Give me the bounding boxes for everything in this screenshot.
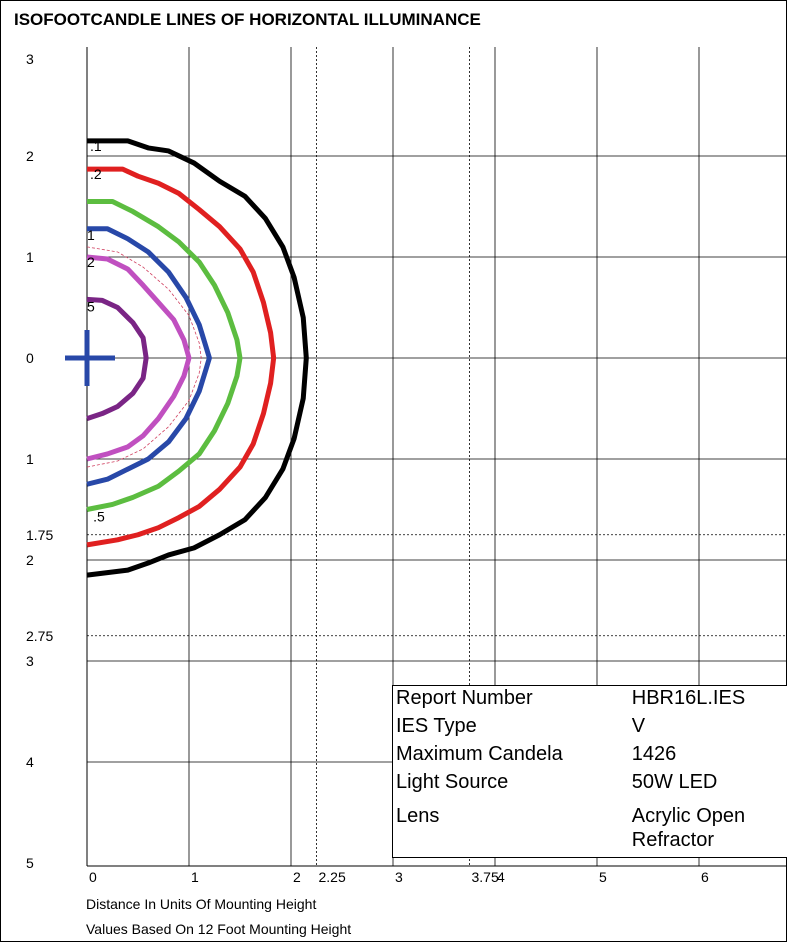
x-tick-label: 1 bbox=[191, 869, 199, 885]
info-row: Light Source 50W LED bbox=[393, 770, 787, 798]
contour-label: 5 bbox=[87, 299, 95, 315]
info-value: HBR16L.IES bbox=[631, 687, 746, 709]
info-value: 1426 bbox=[631, 743, 677, 765]
contour-line bbox=[86, 296, 149, 421]
info-key: IES Type bbox=[396, 715, 477, 737]
contour-line bbox=[86, 254, 192, 462]
y-tick-label: 0 bbox=[26, 350, 34, 366]
y-tick-label: 3 bbox=[26, 653, 34, 669]
x-tick-label: 6 bbox=[701, 869, 709, 885]
info-row: Report Number HBR16L.IES bbox=[393, 686, 787, 714]
y-tick-label: 1.75 bbox=[26, 527, 53, 543]
y-tick-label: 1 bbox=[26, 451, 34, 467]
info-row: IES Type V bbox=[393, 714, 787, 742]
info-rows: Report Number HBR16L.IES IES Type V Maximum … bbox=[393, 686, 787, 852]
footnote: Values Based On 12 Foot Mounting Height bbox=[86, 921, 351, 937]
y-tick-label: 3 bbox=[26, 51, 34, 67]
info-value: Acrylic Open Refractor bbox=[631, 805, 746, 851]
info-key: Lens bbox=[396, 805, 440, 827]
info-key: Light Source bbox=[396, 771, 509, 793]
y-tick-label: 5 bbox=[26, 855, 34, 871]
contour-line bbox=[86, 226, 212, 487]
contour-line bbox=[86, 166, 277, 548]
y-tick-label: 2.75 bbox=[26, 628, 53, 644]
info-row: Maximum Candela 1426 bbox=[393, 742, 787, 770]
contour-line bbox=[86, 138, 309, 578]
contour-label: .1 bbox=[90, 138, 102, 154]
dashed-contour bbox=[86, 246, 202, 468]
x-tick-label: 3 bbox=[395, 869, 403, 885]
contour-label: .5 bbox=[93, 509, 105, 525]
luminaire-marker-icon bbox=[65, 330, 115, 386]
y-tick-label: 2 bbox=[26, 148, 34, 164]
contour-label: 2 bbox=[87, 254, 95, 270]
chart-title: ISOFOOTCANDLE LINES OF HORIZONTAL ILLUMI… bbox=[14, 10, 481, 29]
contour-labels: .1 .2 .5 1 2 5 bbox=[87, 138, 105, 525]
x-tick-label: 0 bbox=[89, 869, 97, 885]
info-value: 50W LED bbox=[631, 771, 718, 793]
y-tick-label: 4 bbox=[26, 754, 34, 770]
x-tick-label: 2.25 bbox=[319, 869, 346, 885]
contour-line bbox=[86, 198, 243, 512]
info-table: Report Number HBR16L.IES IES Type V Maximum … bbox=[392, 685, 787, 858]
x-tick-label: 4 bbox=[497, 869, 505, 885]
grid bbox=[86, 47, 787, 867]
contour-label: .2 bbox=[90, 166, 102, 182]
y-tick-label: 1 bbox=[26, 249, 34, 265]
contour-label: 1 bbox=[87, 227, 95, 243]
x-tick-label: 2 bbox=[293, 869, 301, 885]
info-key: Maximum Candela bbox=[396, 743, 563, 765]
contour-lines bbox=[86, 138, 309, 578]
info-value: V bbox=[631, 715, 646, 737]
x-tick-label: 3.75 bbox=[472, 869, 499, 885]
info-row: Lens Acrylic Open Refractor bbox=[393, 798, 787, 852]
x-tick-label: 5 bbox=[599, 869, 607, 885]
x-axis-label: Distance In Units Of Mounting Height bbox=[86, 896, 316, 912]
info-key: Report Number bbox=[396, 687, 533, 709]
y-tick-label: 2 bbox=[26, 552, 34, 568]
